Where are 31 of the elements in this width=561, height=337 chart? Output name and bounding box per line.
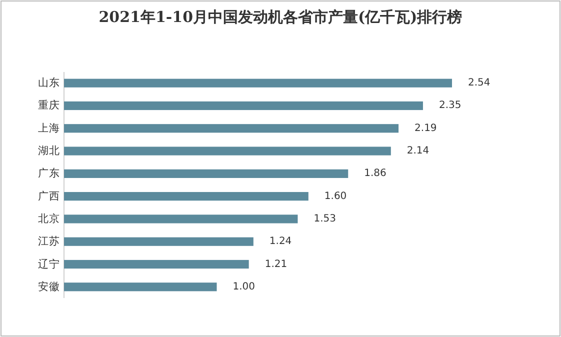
data-label: 1.00: [232, 281, 256, 292]
bar: [64, 101, 423, 110]
data-label: 2.54: [468, 78, 490, 89]
y-tick-label: 上海: [38, 121, 60, 134]
data-label: 1.21: [264, 258, 288, 270]
data-label: 1.24: [269, 236, 292, 248]
y-tick-label: 北京: [38, 212, 60, 225]
y-tick-label: 江苏: [38, 234, 60, 248]
data-label: 1.53: [314, 213, 336, 224]
bar: [64, 146, 391, 156]
bar: [64, 214, 298, 224]
bar: [64, 124, 399, 133]
bar: [64, 260, 249, 269]
y-tick-label: 广西: [38, 189, 60, 202]
data-label: 1.60: [324, 190, 347, 202]
data-label: 1.86: [364, 168, 386, 180]
y-tick-label: 安徽: [38, 280, 60, 293]
chart-title: 2021年1-10月中国发动机各省市产量(亿千瓦)排行榜: [98, 8, 462, 26]
y-tick-label: 山东: [38, 76, 60, 90]
bar: [64, 169, 348, 178]
data-label: 2.35: [438, 100, 462, 112]
y-tick-label: 重庆: [38, 98, 60, 112]
data-label: 2.14: [406, 146, 430, 157]
bar: [64, 237, 254, 246]
y-tick-label: 湖北: [38, 144, 60, 158]
bar: [64, 192, 308, 201]
data-label: 2.19: [414, 122, 437, 134]
bar: [64, 78, 452, 88]
y-tick-label: 广东: [38, 166, 60, 180]
y-tick-label: 辽宁: [38, 257, 60, 270]
bar: [64, 282, 217, 292]
